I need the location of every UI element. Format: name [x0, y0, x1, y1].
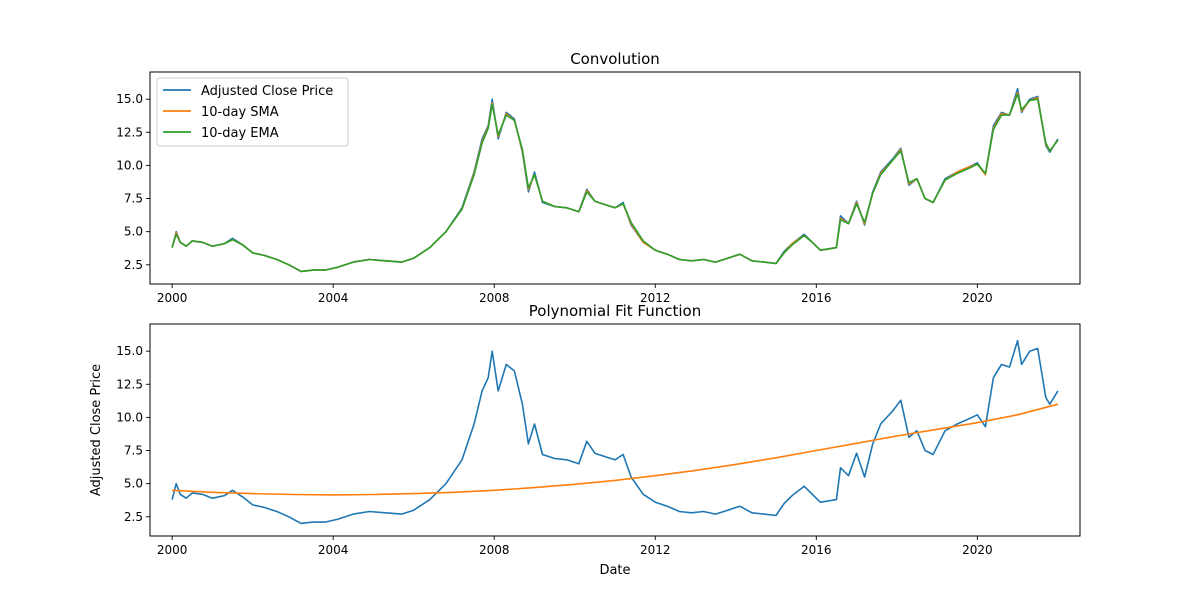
polyfit-y-tick-label: 5.0 [124, 477, 143, 491]
convolution-line-10-day-ema [171, 93, 1059, 273]
polyfit-y-tick-label: 2.5 [124, 510, 143, 524]
convolution-y-tick-label: 2.5 [124, 258, 143, 272]
convolution-axes-frame [149, 71, 1081, 285]
polyfit-x-ticks: 2000 2004 2008 2012 2016 2020 [157, 536, 993, 557]
polyfit-x-axis-title: Date [599, 563, 630, 578]
polyfit-y-tick-label: 15.0 [116, 344, 143, 358]
polyfit-x-tick-label: 2020 [962, 543, 993, 557]
polyfit-x-tick-label: 2012 [640, 543, 671, 557]
polyfit-plot-lines [171, 339, 1059, 525]
convolution-y-tick-label: 12.5 [116, 125, 143, 139]
convolution-x-tick-label: 2008 [479, 291, 510, 305]
polyfit-y-tick-label: 10.0 [116, 410, 143, 424]
polyfit-x-tick-label: 2000 [157, 543, 188, 557]
polyfit-x-tick-label: 2008 [479, 543, 510, 557]
convolution-y-tick-label: 7.5 [124, 192, 143, 206]
convolution-y-tick-label: 15.0 [116, 92, 143, 106]
polyfit-y-ticks: 2.5 5.0 7.5 10.0 12.5 15.0 [116, 344, 150, 524]
convolution-x-ticks: 2000 2004 2008 2012 2016 2020 [157, 284, 993, 305]
convolution-x-tick-label: 2020 [962, 291, 993, 305]
convolution-y-ticks: 2.5 5.0 7.5 10.0 12.5 15.0 [116, 92, 150, 272]
polyfit-x-tick-label: 2004 [318, 543, 349, 557]
legend-label-sma: 10-day SMA [201, 105, 279, 120]
legend-label-adjusted-close: Adjusted Close Price [201, 84, 333, 99]
convolution-plot-lines [171, 87, 1059, 273]
polyfit-y-tick-label: 12.5 [116, 377, 143, 391]
convolution-x-tick-label: 2012 [640, 291, 671, 305]
convolution-y-tick-label: 10.0 [116, 158, 143, 172]
polyfit-x-tick-label: 2016 [801, 543, 832, 557]
convolution-title: Convolution [570, 50, 660, 68]
convolution-y-tick-label: 5.0 [124, 225, 143, 239]
convolution-x-tick-label: 2004 [318, 291, 349, 305]
polyfit-line-series-1 [171, 339, 1059, 525]
polyfit-axes-frame [149, 323, 1081, 537]
polyfit-line-series-2 [172, 403, 1059, 496]
polyfit-panel: Polynomial Fit Function 2000 2004 2008 2012… [89, 302, 1081, 578]
convolution-x-tick-label: 2000 [157, 291, 188, 305]
polyfit-title: Polynomial Fit Function [529, 302, 701, 320]
legend: Adjusted Close Price 10-day SMA 10-day E… [156, 77, 349, 147]
convolution-panel: Convolution 2000 2004 2008 2012 2016 2020 2.5… [116, 50, 1081, 305]
legend-label-ema: 10-day EMA [201, 126, 279, 141]
convolution-x-tick-label: 2016 [801, 291, 832, 305]
polyfit-y-tick-label: 7.5 [124, 444, 143, 458]
legend-frame [156, 77, 349, 147]
polyfit-y-axis-title: Adjusted Close Price [89, 364, 104, 496]
